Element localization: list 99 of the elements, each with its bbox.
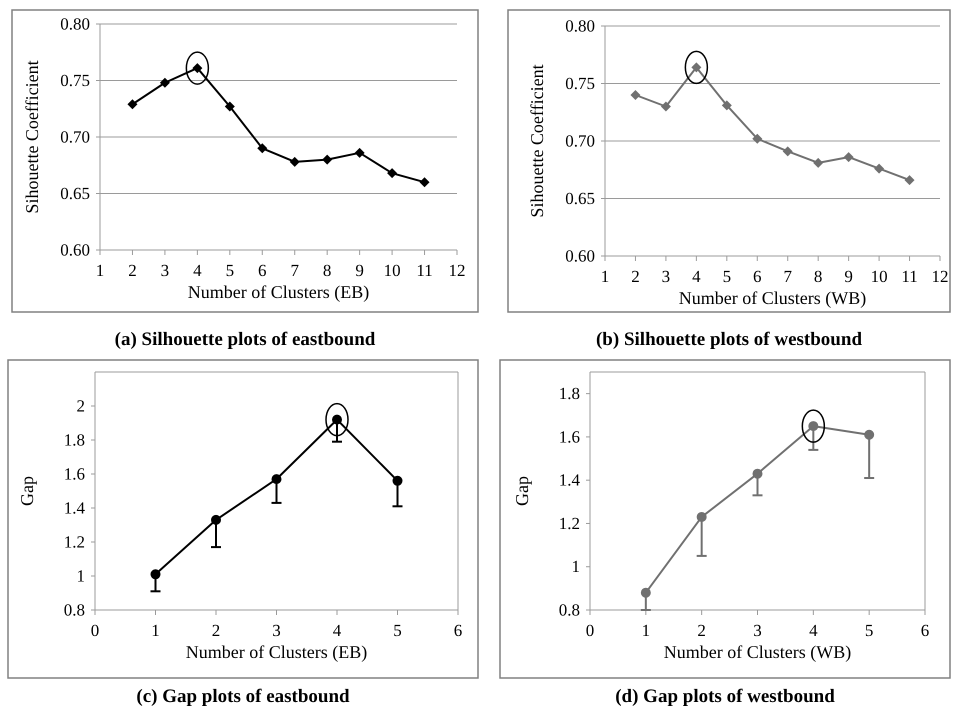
x-axis-title: Number of Clusters (EB) <box>186 642 368 662</box>
point <box>387 168 398 178</box>
point <box>844 152 854 162</box>
point <box>696 512 707 522</box>
text: (a) Silhouette plots of eastbound <box>114 329 376 350</box>
point <box>290 156 300 167</box>
x-tick-label: 3 <box>753 621 762 640</box>
y-tick-label: 0.60 <box>565 246 595 266</box>
point <box>257 143 268 154</box>
x-tick-label: 4 <box>193 261 202 280</box>
x-tick-label: 8 <box>814 267 822 286</box>
x-tick-label: 2 <box>212 621 220 640</box>
x-tick-label: 1 <box>642 621 650 640</box>
point <box>752 468 762 479</box>
x-tick-label: 5 <box>722 267 732 286</box>
x-tick-label: 1 <box>151 621 160 640</box>
x-tick-label: 6 <box>258 261 267 280</box>
y-tick-label: 0.65 <box>60 184 90 203</box>
point <box>752 134 762 144</box>
y-tick-label: 1.8 <box>64 430 85 450</box>
text: (b) Silhouette plots of westbound <box>596 329 862 350</box>
x-tick-label: 7 <box>290 261 300 280</box>
x-tick-label: 8 <box>322 261 332 280</box>
y-tick-label: 2 <box>76 396 85 416</box>
text: (c) Gap plots of eastbound <box>136 686 350 707</box>
y-tick-label: 0.75 <box>565 74 595 93</box>
x-tick-label: 0 <box>90 621 100 640</box>
y-tick-label: 0.70 <box>60 128 90 146</box>
x-tick-label: 1 <box>600 267 610 286</box>
y-tick-label: 1.2 <box>558 514 580 533</box>
x-axis-title: Number of Clusters (WB) <box>664 642 852 662</box>
x-tick-label: 11 <box>416 261 433 280</box>
y-tick-label: 0.80 <box>60 14 90 34</box>
y-axis-title: Sihouette Coefficient <box>22 60 42 214</box>
y-tick-label: 1.8 <box>558 384 580 404</box>
point <box>224 101 235 112</box>
y-tick-label: 1.6 <box>558 427 580 446</box>
x-axis-title: Number of Clusters (EB) <box>188 282 370 302</box>
point <box>392 476 402 486</box>
point <box>211 514 221 525</box>
y-tick-label: 0.75 <box>60 71 90 90</box>
y-tick-label: 0.80 <box>565 16 595 36</box>
x-tick-label: 10 <box>384 261 401 280</box>
point <box>127 99 138 110</box>
x-tick-label: 5 <box>393 621 402 640</box>
point <box>722 100 732 110</box>
point <box>813 158 824 168</box>
x-tick-label: 12 <box>932 267 948 286</box>
y-axis-title: Sihouette Coefficient <box>527 64 547 218</box>
x-tick-label: 3 <box>160 261 170 280</box>
point <box>660 102 671 112</box>
x-tick-label: 9 <box>844 267 853 286</box>
y-tick-label: 1.6 <box>64 464 85 484</box>
y-axis-title: Gap <box>17 476 37 506</box>
y-tick-label: 0.8 <box>64 600 85 620</box>
x-tick-label: 6 <box>454 621 462 640</box>
y-tick-label: 0.60 <box>60 240 90 260</box>
y-tick-label: 0.70 <box>565 132 595 150</box>
x-tick-label: 2 <box>631 267 640 286</box>
y-tick-label: 1.2 <box>64 532 85 552</box>
x-tick-label: 4 <box>692 267 702 286</box>
x-tick-label: 6 <box>753 267 762 286</box>
x-tick-label: 2 <box>128 261 137 280</box>
x-axis-title: Number of Clusters (WB) <box>678 288 866 308</box>
y-axis-title: Gap <box>512 476 532 506</box>
x-tick-label: 6 <box>920 621 930 640</box>
y-tick-label: 1 <box>76 566 85 586</box>
point <box>354 148 365 158</box>
x-tick-label: 5 <box>226 261 234 280</box>
x-tick-label: 9 <box>355 261 364 280</box>
x-tick-label: 4 <box>809 621 818 640</box>
y-tick-label: 1 <box>572 557 580 576</box>
x-tick-label: 0 <box>586 621 594 640</box>
point <box>150 569 160 580</box>
point <box>420 177 430 188</box>
y-tick-label: 0.8 <box>558 600 580 620</box>
point <box>322 154 332 165</box>
x-tick-label: 3 <box>662 267 670 286</box>
x-tick-label: 1 <box>96 261 104 280</box>
text: (d) Gap plots of westbound <box>615 686 836 707</box>
point <box>904 175 915 186</box>
x-tick-label: 5 <box>864 621 874 640</box>
x-tick-label: 11 <box>901 267 918 286</box>
x-tick-label: 10 <box>870 267 888 286</box>
x-tick-label: 12 <box>448 261 466 280</box>
x-tick-label: 3 <box>272 621 281 640</box>
point <box>640 588 651 598</box>
x-tick-label: 2 <box>697 621 706 640</box>
point <box>782 146 793 156</box>
point <box>630 90 640 100</box>
point <box>272 474 282 484</box>
point <box>160 78 170 88</box>
point <box>874 164 884 174</box>
x-tick-label: 7 <box>783 267 792 286</box>
y-tick-label: 1.4 <box>558 470 580 490</box>
y-tick-label: 0.65 <box>565 189 595 208</box>
y-tick-label: 1.4 <box>64 498 86 518</box>
point <box>864 430 874 440</box>
x-tick-label: 4 <box>332 621 342 640</box>
